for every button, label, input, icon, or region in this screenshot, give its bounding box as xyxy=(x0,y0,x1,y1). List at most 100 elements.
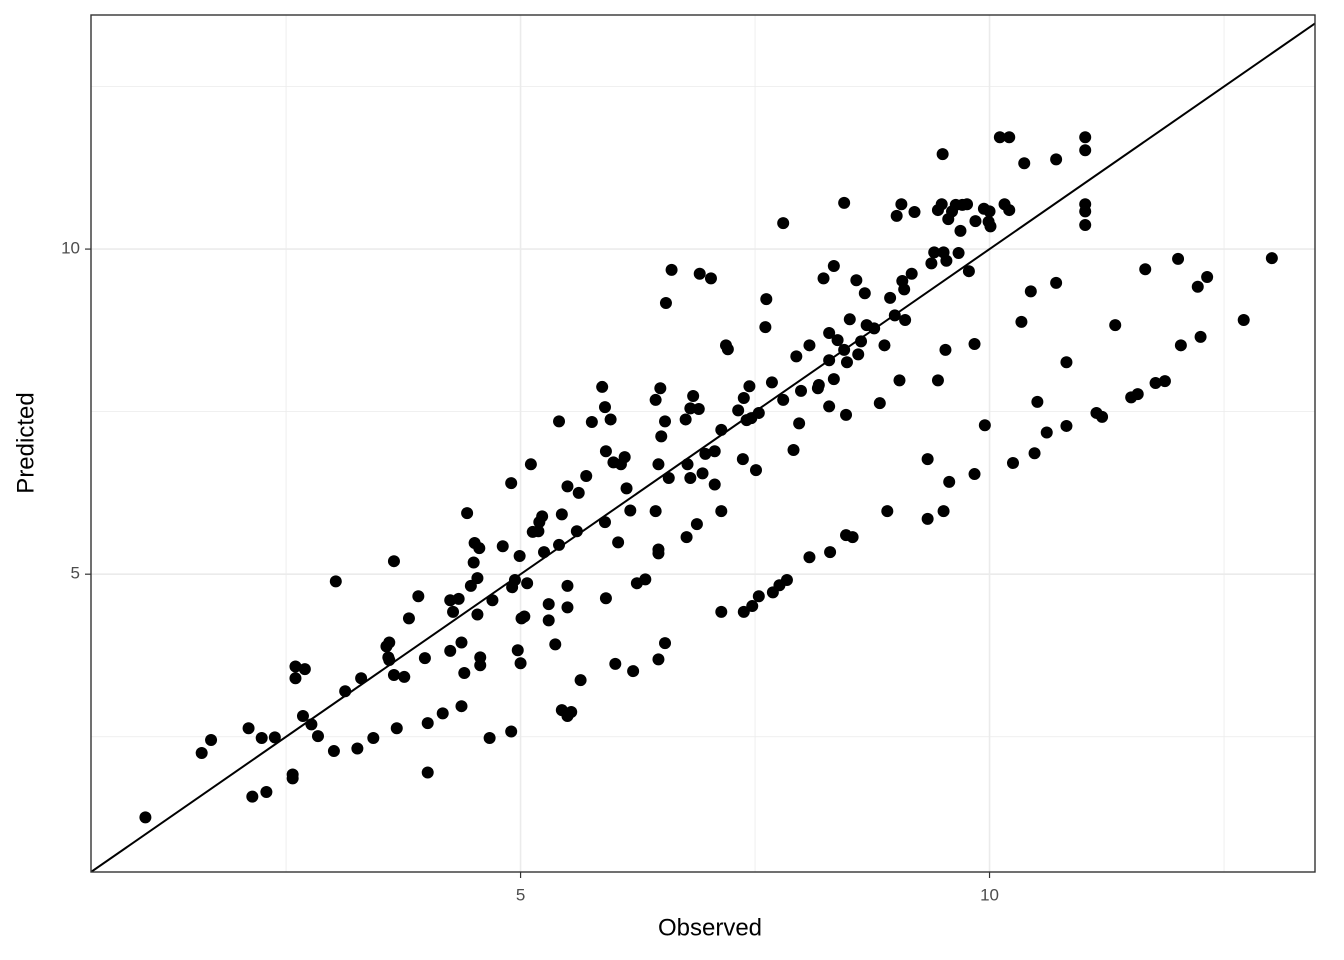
point xyxy=(838,196,851,209)
point xyxy=(639,573,652,586)
point xyxy=(508,574,521,587)
point xyxy=(483,732,496,745)
point xyxy=(895,198,908,211)
point xyxy=(246,790,259,803)
point xyxy=(383,654,396,667)
point xyxy=(881,505,894,518)
point xyxy=(467,556,480,569)
point xyxy=(952,246,965,259)
point xyxy=(921,453,934,466)
point xyxy=(777,217,790,230)
point xyxy=(954,224,967,237)
point xyxy=(1194,330,1207,343)
point xyxy=(777,393,790,406)
point xyxy=(824,546,837,559)
point xyxy=(715,423,728,436)
point xyxy=(596,380,609,393)
point xyxy=(704,272,717,285)
point xyxy=(752,590,765,603)
point xyxy=(585,416,598,429)
point xyxy=(532,525,545,538)
grid xyxy=(91,15,1315,872)
point xyxy=(1109,319,1122,332)
point xyxy=(715,505,728,518)
point xyxy=(684,471,697,484)
point xyxy=(436,707,449,720)
point xyxy=(561,480,574,493)
axes: 5 10 5 10 xyxy=(61,239,999,905)
x-tick-label: 5 xyxy=(516,885,525,904)
point xyxy=(355,672,368,685)
point xyxy=(553,538,566,551)
point xyxy=(599,445,612,458)
point xyxy=(993,131,1006,144)
point xyxy=(940,254,953,267)
point xyxy=(367,732,380,745)
point xyxy=(296,709,309,722)
point xyxy=(1060,419,1073,432)
point xyxy=(289,660,302,673)
point xyxy=(486,594,499,607)
point xyxy=(383,636,396,649)
point xyxy=(1006,457,1019,470)
point xyxy=(665,263,678,276)
point xyxy=(351,742,364,755)
point xyxy=(1237,313,1250,326)
point xyxy=(884,291,897,304)
point xyxy=(699,447,712,460)
plot-area xyxy=(91,22,1315,872)
y-tick-label: 5 xyxy=(71,564,80,583)
point xyxy=(1265,252,1278,265)
point xyxy=(260,786,273,799)
point xyxy=(329,575,342,588)
point xyxy=(242,722,255,735)
point xyxy=(746,600,759,613)
point xyxy=(817,272,830,285)
point xyxy=(1096,410,1109,423)
point xyxy=(1174,339,1187,352)
point xyxy=(542,614,555,627)
point xyxy=(743,380,756,393)
point xyxy=(708,478,721,491)
point xyxy=(1050,153,1063,166)
point xyxy=(984,220,997,233)
point xyxy=(652,653,665,666)
point xyxy=(1050,276,1063,289)
point xyxy=(823,354,836,367)
point xyxy=(580,470,593,483)
point xyxy=(572,486,585,499)
point xyxy=(447,605,460,618)
point xyxy=(968,468,981,481)
point xyxy=(461,507,474,520)
point xyxy=(455,636,468,649)
point xyxy=(524,458,537,471)
point xyxy=(1018,157,1031,170)
point xyxy=(205,734,218,747)
point xyxy=(471,608,484,621)
point xyxy=(908,206,921,219)
point xyxy=(905,267,918,280)
point xyxy=(690,518,703,531)
point xyxy=(649,393,662,406)
point xyxy=(858,287,871,300)
point xyxy=(925,257,938,270)
point xyxy=(538,546,551,559)
point xyxy=(1201,271,1214,284)
point xyxy=(708,445,721,458)
point xyxy=(618,451,631,464)
point xyxy=(680,531,693,544)
point xyxy=(843,313,856,326)
point xyxy=(305,718,318,731)
point xyxy=(852,348,865,361)
point xyxy=(659,415,672,428)
point xyxy=(937,505,950,518)
point xyxy=(654,382,667,395)
point xyxy=(873,397,886,410)
point xyxy=(311,730,324,743)
panel-border xyxy=(90,14,1316,873)
point xyxy=(390,722,403,735)
point xyxy=(652,547,665,560)
point xyxy=(471,572,484,585)
point xyxy=(496,540,509,553)
point xyxy=(793,417,806,430)
